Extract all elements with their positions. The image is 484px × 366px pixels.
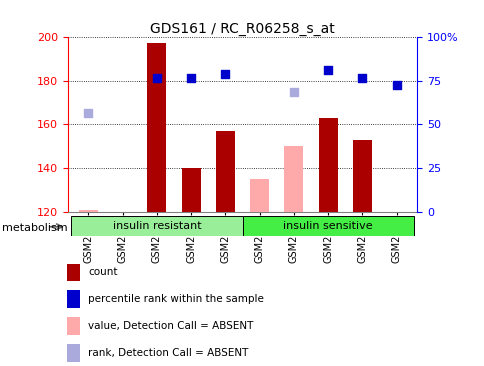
Point — [358, 75, 365, 81]
Bar — [284, 146, 302, 212]
Title: GDS161 / RC_R06258_s_at: GDS161 / RC_R06258_s_at — [150, 22, 334, 36]
Point — [84, 111, 92, 116]
Bar — [250, 179, 269, 212]
Bar — [242, 216, 413, 236]
Bar — [79, 210, 98, 212]
Bar — [66, 317, 80, 335]
Text: percentile rank within the sample: percentile rank within the sample — [88, 294, 264, 304]
Bar — [352, 140, 371, 212]
Bar — [71, 216, 242, 236]
Point — [153, 75, 161, 81]
Text: rank, Detection Call = ABSENT: rank, Detection Call = ABSENT — [88, 348, 248, 358]
Text: count: count — [88, 267, 118, 277]
Text: insulin sensitive: insulin sensitive — [283, 221, 372, 231]
Bar — [147, 43, 166, 212]
Point — [392, 82, 400, 88]
Bar — [66, 291, 80, 308]
Bar — [66, 344, 80, 362]
Point — [187, 75, 195, 81]
Text: insulin resistant: insulin resistant — [112, 221, 201, 231]
Point — [289, 89, 297, 94]
Text: metabolism: metabolism — [2, 223, 68, 233]
Bar — [215, 131, 234, 212]
Point — [221, 71, 229, 77]
Bar — [318, 118, 337, 212]
Bar — [182, 168, 200, 212]
Point — [323, 67, 331, 72]
Bar — [66, 264, 80, 281]
Text: value, Detection Call = ABSENT: value, Detection Call = ABSENT — [88, 321, 253, 331]
